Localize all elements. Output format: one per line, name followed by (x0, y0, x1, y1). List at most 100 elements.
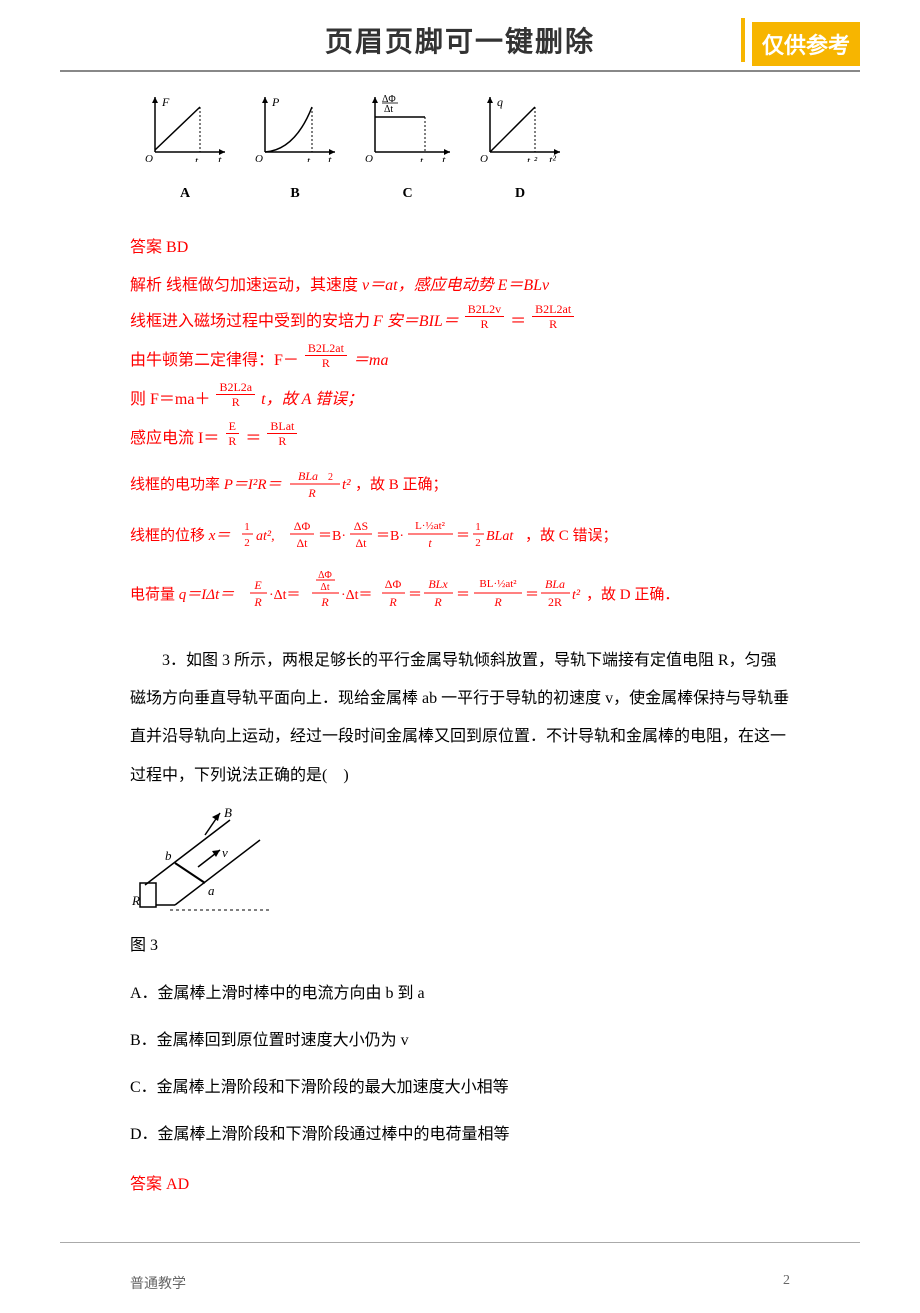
explain-l2-mid: ＝ (510, 311, 526, 333)
svg-text:t₁: t₁ (420, 155, 427, 162)
svg-text:＝: ＝ (456, 588, 470, 603)
svg-text:R: R (131, 893, 140, 908)
page-content: F t t₁ O A P t t₁ O B (0, 92, 920, 1202)
explain-l5-frac2: BLat R (267, 419, 297, 448)
svg-text:v: v (222, 845, 228, 860)
frac-top: B2L2at (532, 302, 574, 317)
question-3-text: 3．如图 3 所示，两根足够长的平行金属导轨倾斜放置，导轨下端接有定值电阻 R，… (130, 642, 790, 796)
explain-l5-prefix: 感应电流 I＝ (130, 428, 219, 450)
svg-text:R: R (388, 595, 397, 609)
graphs-row: F t t₁ O A P t t₁ O B (140, 92, 790, 210)
svg-text:R: R (307, 486, 316, 500)
answer-2-label: 答案 (130, 239, 162, 256)
svg-text:，故 D 正确．: ，故 D 正确． (586, 586, 679, 603)
svg-text:R: R (320, 595, 329, 609)
frac-bot: R (225, 434, 239, 448)
svg-text:ΔΦ: ΔΦ (318, 570, 332, 581)
svg-text:t: t (328, 153, 332, 162)
svg-text:2: 2 (328, 472, 333, 483)
svg-text:＝: ＝ (408, 588, 422, 603)
formula-charge: 电荷量 q＝IΔt＝ E R ·Δt＝ ΔΦ Δt R ·Δt＝ ΔΦ R ＝ … (130, 566, 790, 622)
svg-text:Δt: Δt (384, 104, 393, 115)
svg-text:R: R (253, 595, 262, 609)
graph-b: P t t₁ O B (250, 92, 340, 210)
svg-text:O: O (145, 153, 153, 162)
svg-text:BLa: BLa (545, 577, 565, 591)
graph-b-svg: P t t₁ O (250, 92, 340, 162)
svg-text:t: t (218, 153, 222, 162)
svg-text:＝: ＝ (525, 588, 539, 603)
explain-line-3: 由牛顿第二定律得：F－ B2L2at R ＝ma (130, 347, 790, 376)
svg-text:线框的电功率 P＝I²R＝: 线框的电功率 P＝I²R＝ (130, 476, 282, 493)
svg-text:1: 1 (244, 521, 250, 533)
explain-line-2: 线框进入磁场过程中受到的安培力 F 安＝BIL＝ B2L2v R ＝ B2L2a… (130, 308, 790, 337)
graph-b-label: B (250, 179, 340, 210)
explain-l1-eq: v＝at，感应电动势 E＝BLv (362, 277, 549, 294)
svg-text:ΔΦ: ΔΦ (294, 519, 311, 533)
graph-a: F t t₁ O A (140, 92, 230, 210)
explain-l5-mid: ＝ (245, 428, 261, 450)
option-b: B．金属棒回到原位置时速度大小仍为 v (130, 1023, 790, 1058)
svg-text:＝B·: ＝B· (376, 529, 404, 544)
header-separator (741, 18, 745, 62)
explain-l2-prefix: 线框进入磁场过程中受到的安培力 (130, 311, 370, 333)
option-d: D．金属棒上滑阶段和下滑阶段通过棒中的电荷量相等 (130, 1117, 790, 1152)
svg-text:，故 B 正确；: ，故 B 正确； (355, 476, 448, 493)
explain-l3-frac: B2L2at R (305, 341, 347, 370)
answer-3-value: AD (166, 1176, 189, 1193)
explain-l4-prefix: 则 F＝ma＋ (130, 389, 210, 411)
formula-power: 线框的电功率 P＝I²R＝ BLa R 2 t² ，故 B 正确； (130, 464, 790, 504)
svg-text:q: q (497, 95, 503, 109)
svg-text:BL·½at²: BL·½at² (479, 578, 517, 590)
answer-2-value: BD (166, 239, 188, 256)
graph-c: ΔΦ Δt t t₁ O C (360, 92, 455, 210)
svg-text:at²,: at², (256, 529, 275, 544)
svg-text:，故 C 错误；: ，故 C 错误； (525, 527, 618, 544)
svg-text:R: R (493, 595, 502, 609)
frac-top: B2L2a (216, 380, 255, 395)
graph-a-label: A (140, 179, 230, 210)
graph-d: q t² t₁² O D (475, 92, 565, 210)
explain-l2-left: F 安＝BIL＝ (373, 311, 459, 333)
frac-bot: R (477, 317, 491, 331)
explain-line-1: 解析 线框做匀加速运动，其速度 v＝at，感应电动势 E＝BLv (130, 275, 790, 297)
answer-2: 答案 BD (130, 230, 790, 265)
header-rule (60, 70, 860, 72)
frac-top: E (226, 419, 239, 434)
question-3-options: A．金属棒上滑时棒中的电流方向由 b 到 a B．金属棒回到原位置时速度大小仍为… (130, 976, 790, 1153)
svg-text:·Δt＝: ·Δt＝ (269, 588, 301, 603)
svg-text:BLat: BLat (486, 529, 514, 544)
svg-text:P: P (271, 95, 280, 109)
svg-text:线框的位移 x＝: 线框的位移 x＝ (130, 527, 230, 544)
svg-text:t²: t² (342, 477, 351, 493)
svg-text:R: R (433, 595, 442, 609)
svg-text:电荷量 q＝IΔt＝: 电荷量 q＝IΔt＝ (130, 586, 234, 603)
svg-text:Δt: Δt (296, 536, 308, 550)
svg-text:t: t (428, 536, 432, 550)
svg-text:ΔΦ: ΔΦ (385, 577, 402, 591)
svg-text:F: F (161, 95, 170, 109)
svg-text:Δt: Δt (355, 536, 367, 550)
answer-3-label: 答案 (130, 1176, 162, 1193)
explain-line-5: 感应电流 I＝ E R ＝ BLat R (130, 425, 790, 454)
svg-text:Δt: Δt (320, 582, 329, 593)
frac-bot: R (229, 395, 243, 409)
svg-text:O: O (255, 153, 263, 162)
explain-l4-suffix: t，故 A 错误； (261, 389, 363, 411)
svg-text:1: 1 (475, 521, 481, 533)
formula-displacement: 线框的位移 x＝ 1 2 at², ΔΦ Δt ＝B· ΔS Δt ＝B· L·… (130, 512, 790, 558)
explain-l2-frac2: B2L2at R (532, 302, 574, 331)
svg-text:BLx: BLx (428, 577, 448, 591)
explain-l4-frac: B2L2a R (216, 380, 255, 409)
svg-text:O: O (480, 153, 488, 162)
svg-text:2: 2 (475, 537, 481, 549)
svg-text:a: a (208, 883, 215, 898)
footer-left: 普通教学 (130, 1273, 186, 1293)
svg-text:＝B·: ＝B· (318, 529, 346, 544)
svg-text:E: E (253, 578, 262, 592)
graph-a-svg: F t t₁ O (140, 92, 230, 162)
explain-l3-suffix: ＝ma (353, 350, 389, 372)
explain-l2-frac1: B2L2v R (465, 302, 504, 331)
frac-bot: R (546, 317, 560, 331)
header-title: 页眉页脚可一键删除 (325, 20, 595, 60)
